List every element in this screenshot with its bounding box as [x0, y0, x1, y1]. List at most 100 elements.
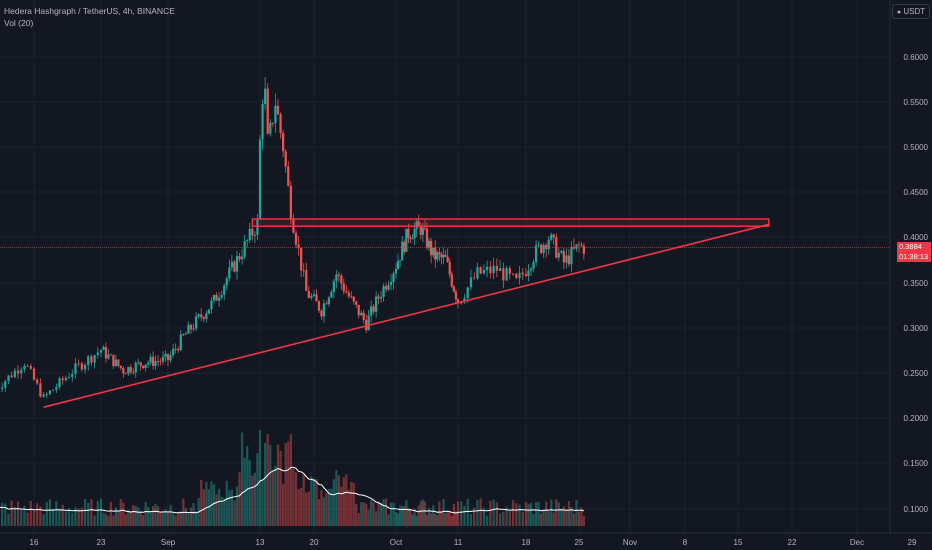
candle-body [99, 349, 103, 353]
candle-body [142, 365, 145, 368]
volume-bar [411, 514, 414, 526]
volume-bar [279, 450, 282, 526]
candle-body [450, 274, 453, 287]
volume-bar [399, 505, 402, 526]
volume-bar [87, 502, 90, 526]
candle-body [320, 310, 323, 317]
volume-bar [292, 468, 295, 526]
candle-body [327, 297, 331, 305]
candle-body [492, 265, 495, 274]
volume-bar [20, 508, 23, 526]
candle-body [137, 362, 140, 364]
candle-body [572, 246, 576, 249]
volume-bar [448, 512, 451, 526]
volume-bar [251, 475, 254, 526]
currency-unit-button[interactable]: ● USDT [892, 4, 930, 19]
last-price-label: 0.3884 [897, 242, 931, 252]
candle-body [582, 245, 585, 254]
resistance-rectangle[interactable] [251, 218, 770, 227]
candle-body [287, 166, 290, 186]
volume-bar [427, 507, 431, 526]
candle-body [312, 294, 316, 297]
candle-body [377, 296, 380, 299]
volume-bar [438, 501, 441, 526]
candle-body [205, 313, 208, 319]
volume-indicator-label[interactable]: Vol (20) [4, 18, 34, 28]
candle-body [557, 252, 560, 258]
volume-bar [207, 489, 211, 526]
volume-bar [205, 481, 208, 526]
candle-body [355, 301, 358, 305]
candle-body [258, 139, 262, 219]
candle-body [156, 361, 160, 362]
volume-bar [570, 506, 573, 526]
candle-body [511, 273, 515, 275]
candle-body [80, 363, 83, 370]
volume-bar [104, 513, 108, 526]
price-tick-label: 0.4500 [904, 188, 929, 197]
candle-body [117, 359, 120, 366]
volume-bar [284, 443, 287, 526]
volume-bar [194, 511, 198, 526]
candle-body [114, 359, 118, 367]
volume-bar [456, 501, 460, 526]
volume-bar [171, 513, 175, 526]
volume-bar [210, 481, 213, 526]
time-axis[interactable]: 16 23 Sep 13 20 Oct 11 18 25 Nov 8 15 22 Dec 29 [30, 538, 917, 547]
volume-bar [80, 507, 83, 526]
volume-bar [109, 501, 113, 526]
candle-body [159, 361, 162, 362]
candle-body [532, 262, 535, 269]
candle-body [521, 272, 524, 275]
candle-body [282, 132, 285, 152]
candle-body [119, 365, 122, 369]
volume-bar [90, 499, 93, 526]
price-axis[interactable]: 0.6000 0.5500 0.5000 0.4500 0.4000 0.3500 0.30… [904, 53, 929, 514]
volume-bar [450, 515, 453, 526]
candle-body [266, 88, 269, 134]
candle-body [547, 239, 550, 250]
chart-title: Hedera Hashgraph / TetherUS, 4h, BINANCE [4, 6, 175, 16]
drawings[interactable] [43, 218, 770, 408]
volume-bar [377, 501, 380, 526]
volume-bar [212, 484, 216, 526]
volume-bar [225, 480, 228, 526]
candle-body [279, 114, 282, 133]
volume-bar [335, 470, 338, 526]
price-tick-label: 0.2500 [904, 369, 929, 378]
candle-body [284, 151, 287, 167]
support-trendline[interactable] [43, 223, 770, 408]
volume-bar [492, 499, 495, 526]
candle-body [230, 261, 234, 268]
volume-bar [102, 512, 105, 526]
volume-bar [473, 507, 476, 526]
candle-body [13, 370, 16, 378]
volume-bar [529, 502, 533, 526]
volume-bar [365, 503, 368, 526]
candle-body [407, 228, 410, 238]
volume-bar [482, 507, 486, 526]
volume-bar [498, 513, 502, 526]
volume-bar [532, 514, 535, 526]
candle-body [454, 291, 458, 300]
candle-body [417, 221, 420, 226]
volume-bar [137, 507, 140, 526]
volume-bar [486, 515, 489, 526]
candle-body [289, 185, 292, 220]
candle-body [64, 377, 68, 381]
volume-bar [159, 511, 162, 526]
volume-bar [300, 487, 303, 526]
volume-bar [177, 512, 180, 526]
volume-bar [370, 500, 373, 526]
candle-body [48, 390, 52, 395]
candle-body [456, 299, 460, 304]
volume-bar [142, 515, 145, 526]
candle-body [228, 267, 231, 279]
candle-body [413, 229, 416, 239]
candle-body [104, 347, 108, 359]
volume-bar [382, 499, 385, 526]
time-tick-label: 13 [256, 538, 265, 547]
candle-body [109, 354, 113, 356]
